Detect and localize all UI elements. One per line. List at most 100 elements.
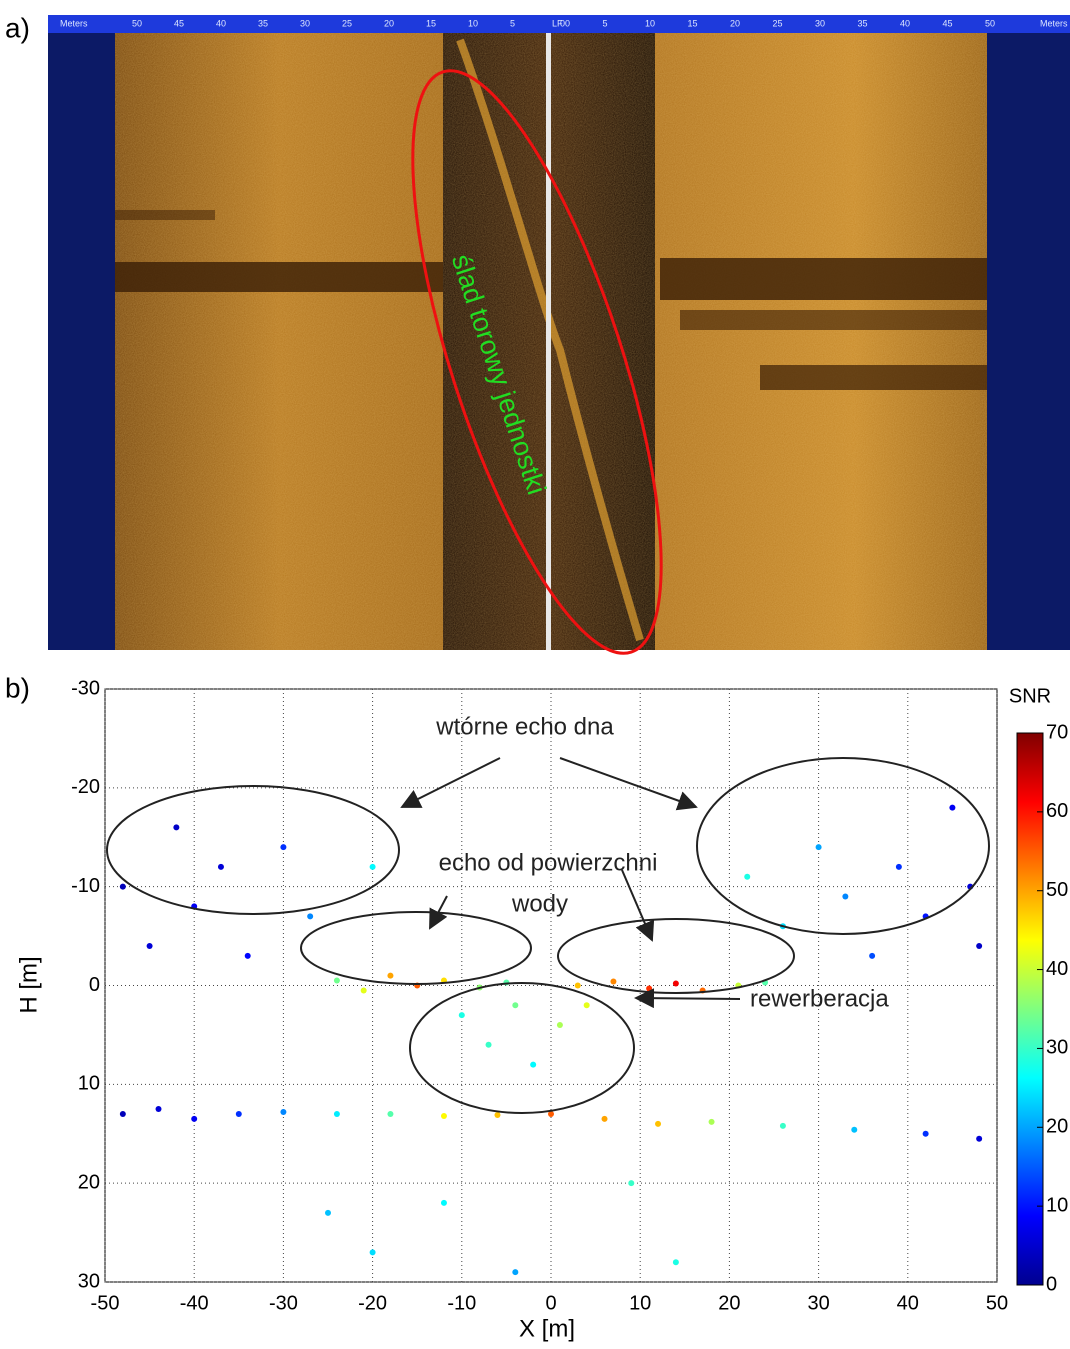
colorbar-ticks: 0 10 20 30 40 50 60 70 (1037, 721, 1068, 1295)
colorbar-tick-label: 70 (1046, 721, 1068, 743)
point (646, 985, 653, 992)
point (922, 1130, 929, 1137)
point (512, 1002, 519, 1009)
point (779, 1122, 786, 1129)
annotation: echo od powierzchni (439, 849, 658, 876)
y-tick-label: 30 (78, 1270, 100, 1292)
point (976, 1135, 983, 1142)
highlight-ellipse (411, 69, 663, 655)
colorbar-tick-label: 40 (1046, 958, 1068, 980)
scale-label: 30 (815, 18, 825, 28)
x-tick-label: -10 (447, 1292, 476, 1314)
x-axis-label: X [m] (519, 1315, 575, 1342)
colorbar-tick-label: 0 (1046, 1273, 1057, 1295)
panel-label: b) (5, 672, 30, 703)
point (628, 1180, 635, 1187)
scale-label: 35 (258, 18, 268, 28)
point (333, 977, 340, 984)
colorbar-tick-label: 60 (1046, 800, 1068, 822)
scale-label: 40 (900, 18, 910, 28)
x-tick-label: 20 (718, 1292, 740, 1314)
x-tick-label: -40 (180, 1292, 209, 1314)
scale-label: 25 (342, 18, 352, 28)
point (369, 1249, 376, 1256)
scale-label: LF (552, 18, 563, 28)
panel-label: a) (5, 12, 30, 43)
scale-label: 45 (174, 18, 184, 28)
colorbar-tick-label: 30 (1046, 1037, 1068, 1059)
point (307, 913, 314, 920)
point (610, 978, 617, 985)
colorbar-tick-label: 20 (1046, 1116, 1068, 1138)
point (744, 873, 751, 880)
point (949, 804, 956, 811)
point (440, 1112, 447, 1119)
grid: -50 -40 -30 -20 -10 0 10 20 30 40 50 -30 -20 -10 0 10 20… (71, 677, 1008, 1314)
scale-label: 20 (730, 18, 740, 28)
y-tick-label: -30 (71, 677, 100, 699)
point (851, 1126, 858, 1133)
point (440, 1199, 447, 1206)
y-tick-label: 10 (78, 1073, 100, 1095)
scale-label: 50 (985, 18, 995, 28)
point (655, 1120, 662, 1127)
point (895, 863, 902, 870)
scale-label: 10 (468, 18, 478, 28)
point (360, 987, 367, 994)
x-tick-label: 40 (897, 1292, 919, 1314)
scale-label: 5 (603, 18, 608, 28)
point (191, 1115, 198, 1122)
point (155, 1106, 162, 1113)
y-axis-label: H [m] (15, 956, 42, 1013)
point (869, 952, 876, 959)
annotation-shapes (106, 757, 990, 1114)
sonar-image (48, 15, 1070, 650)
colorbar-tick-label: 50 (1046, 879, 1068, 901)
scale-label: 15 (426, 18, 436, 28)
point (548, 1110, 554, 1117)
point (280, 844, 287, 851)
point (280, 1109, 287, 1116)
point (387, 972, 394, 979)
point (530, 1061, 537, 1068)
scale-label: 35 (858, 18, 868, 28)
point (512, 1269, 519, 1276)
x-tick-label: -20 (358, 1292, 387, 1314)
point (976, 942, 983, 949)
x-tick-label: 10 (629, 1292, 651, 1314)
point (672, 1259, 679, 1266)
scale-label: 45 (943, 18, 953, 28)
point (574, 982, 581, 989)
scale-label: 00 (560, 18, 570, 28)
point (325, 1209, 331, 1216)
point (601, 1115, 608, 1122)
point (235, 1110, 242, 1117)
annotation: wtórne echo dna (435, 713, 614, 740)
point (842, 893, 849, 900)
point (672, 980, 679, 987)
point (387, 1110, 394, 1117)
annotation: wody (511, 890, 568, 917)
point (333, 1110, 340, 1117)
point (217, 863, 224, 870)
annotation: rewerberacja (750, 985, 889, 1012)
point (583, 1002, 590, 1009)
colorbar (1016, 732, 1044, 1286)
point (369, 863, 376, 870)
scale-label: 10 (645, 18, 655, 28)
colorbar-tick-label: 10 (1046, 1194, 1068, 1216)
point (173, 824, 180, 831)
point (458, 1012, 465, 1019)
point (494, 1111, 501, 1118)
y-tick-label: 20 (78, 1171, 100, 1193)
point (708, 1118, 715, 1125)
scale-label: Meters (60, 18, 88, 28)
x-tick-label: 50 (986, 1292, 1008, 1314)
scale-label: 5 (510, 18, 515, 28)
point (815, 844, 822, 851)
x-tick-label: 0 (545, 1292, 556, 1314)
point (119, 883, 126, 890)
x-tick-label: -50 (91, 1292, 120, 1314)
